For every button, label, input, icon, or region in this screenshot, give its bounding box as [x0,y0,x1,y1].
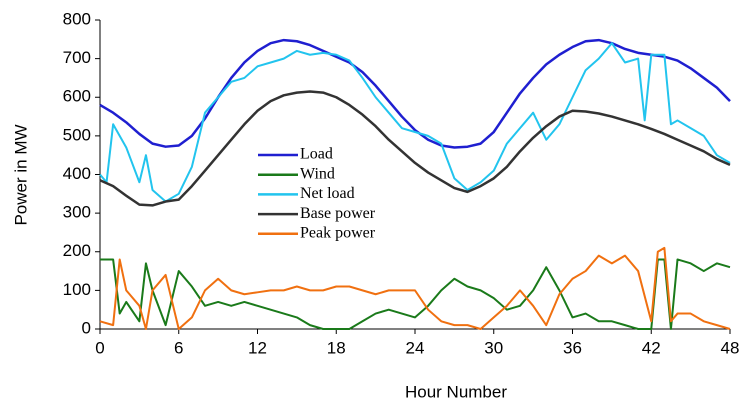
x-axis-label: Hour Number [405,382,507,401]
x-tick-label: 42 [642,338,661,357]
series-line [99,90,731,207]
y-tick-label: 500 [63,125,91,144]
legend-label: Peak power [300,224,376,241]
y-tick-label: 700 [63,48,91,67]
y-tick-label: 300 [63,203,91,222]
y-tick-label: 200 [63,241,91,260]
x-tick-label: 24 [406,338,425,357]
x-tick-label: 6 [174,338,183,357]
x-tick-label: 36 [563,338,582,357]
x-tick-label: 0 [95,338,104,357]
y-tick-label: 100 [63,280,91,299]
y-tick-label: 800 [63,9,91,28]
series-line [100,258,731,330]
x-tick-label: 18 [327,338,346,357]
legend-label: Base power [300,205,376,222]
legend-label: Load [300,146,333,163]
series-line [99,246,731,330]
legend-label: Wind [300,165,335,182]
series-line [99,38,731,149]
y-tick-label: 600 [63,87,91,106]
y-tick-label: 0 [82,318,91,337]
x-tick-label: 48 [721,338,740,357]
legend-label: Net load [300,185,355,202]
y-axis-label: Power in MW [11,124,30,225]
y-tick-label: 400 [63,164,91,183]
x-tick-label: 12 [248,338,267,357]
x-tick-label: 30 [484,338,503,357]
series-line [99,42,731,203]
